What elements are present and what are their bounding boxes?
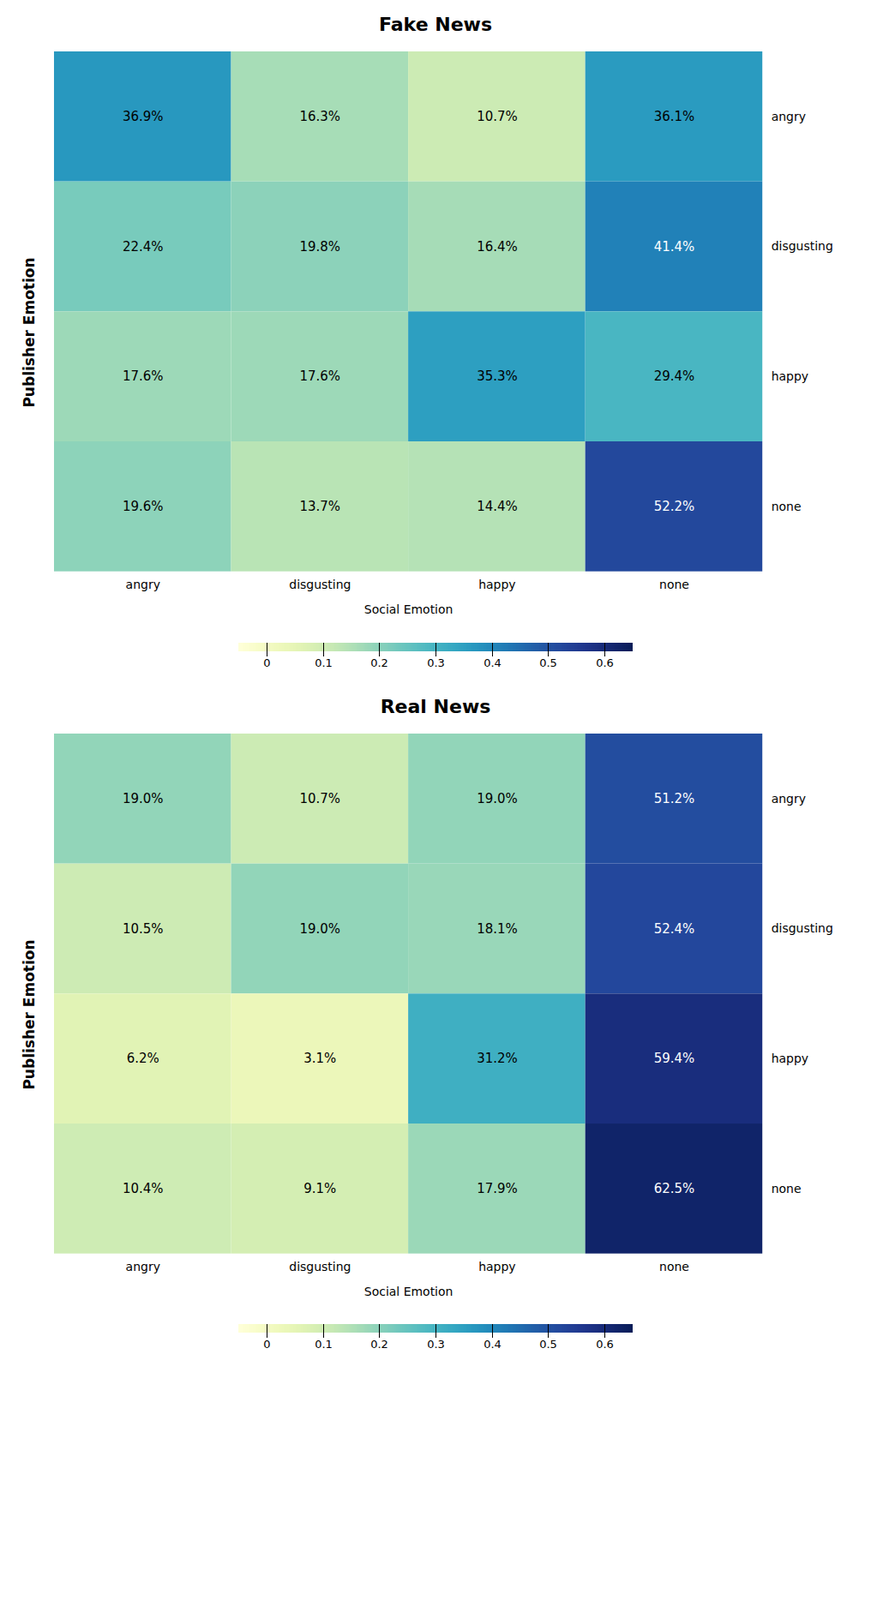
svg-text:36.9%: 36.9% <box>122 108 164 125</box>
svg-text:41.4%: 41.4% <box>654 239 696 255</box>
svg-text:Social Emotion: Social Emotion <box>364 1285 454 1299</box>
svg-text:Social Emotion: Social Emotion <box>364 602 454 617</box>
svg-text:51.2%: 51.2% <box>654 791 696 807</box>
svg-text:happy: happy <box>478 577 516 592</box>
svg-text:31.2%: 31.2% <box>476 1051 518 1067</box>
svg-text:52.4%: 52.4% <box>654 920 696 937</box>
svg-text:19.0%: 19.0% <box>476 791 518 807</box>
svg-text:17.6%: 17.6% <box>122 368 164 385</box>
svg-text:10.7%: 10.7% <box>300 791 342 807</box>
svg-text:18.1%: 18.1% <box>476 920 518 937</box>
svg-text:0.5: 0.5 <box>539 656 558 670</box>
svg-text:3.1%: 3.1% <box>303 1051 337 1067</box>
svg-text:angry: angry <box>126 577 161 592</box>
svg-text:happy: happy <box>478 1260 516 1274</box>
svg-text:13.7%: 13.7% <box>300 498 342 515</box>
svg-text:0.4: 0.4 <box>483 656 502 670</box>
svg-text:0.2: 0.2 <box>370 1338 389 1352</box>
svg-text:none: none <box>771 1181 802 1196</box>
svg-text:0.3: 0.3 <box>426 656 445 670</box>
svg-text:10.5%: 10.5% <box>122 920 164 937</box>
svg-text:10.7%: 10.7% <box>476 108 518 125</box>
svg-text:0: 0 <box>263 656 271 670</box>
svg-text:none: none <box>771 499 802 514</box>
svg-text:none: none <box>659 1260 690 1274</box>
svg-text:0.4: 0.4 <box>483 1338 502 1352</box>
svg-text:happy: happy <box>771 369 809 384</box>
svg-text:35.3%: 35.3% <box>476 368 518 385</box>
svg-text:0.1: 0.1 <box>314 656 333 670</box>
svg-text:disgusting: disgusting <box>771 239 834 253</box>
svg-text:disgusting: disgusting <box>771 921 834 936</box>
svg-text:0.5: 0.5 <box>539 1338 558 1352</box>
html-text:Real News: Real News <box>380 695 491 718</box>
svg-text:0.6: 0.6 <box>595 1338 614 1352</box>
svg-text:6.2%: 6.2% <box>126 1051 160 1067</box>
svg-text:0.1: 0.1 <box>314 1338 333 1352</box>
svg-text:29.4%: 29.4% <box>654 368 696 385</box>
svg-text:17.6%: 17.6% <box>300 368 342 385</box>
svg-text:angry: angry <box>771 109 806 124</box>
html-text:Publisher Emotion: Publisher Emotion <box>20 939 38 1090</box>
svg-text:angry: angry <box>126 1260 161 1274</box>
svg-text:16.4%: 16.4% <box>476 239 518 255</box>
svg-text:17.9%: 17.9% <box>476 1181 518 1197</box>
svg-text:angry: angry <box>771 791 806 805</box>
svg-text:disgusting: disgusting <box>288 1260 351 1274</box>
svg-text:19.6%: 19.6% <box>122 498 164 515</box>
svg-text:9.1%: 9.1% <box>303 1181 337 1197</box>
svg-text:14.4%: 14.4% <box>476 498 518 515</box>
svg-text:0.2: 0.2 <box>370 656 389 670</box>
svg-text:16.3%: 16.3% <box>300 108 342 125</box>
html-text:Publisher Emotion: Publisher Emotion <box>20 257 38 408</box>
svg-text:62.5%: 62.5% <box>654 1181 696 1197</box>
svg-text:disgusting: disgusting <box>288 577 351 592</box>
svg-text:36.1%: 36.1% <box>654 108 696 125</box>
svg-text:19.0%: 19.0% <box>300 920 342 937</box>
svg-text:none: none <box>659 577 690 592</box>
svg-text:10.4%: 10.4% <box>122 1181 164 1197</box>
svg-text:52.2%: 52.2% <box>654 498 696 515</box>
svg-text:59.4%: 59.4% <box>654 1051 696 1067</box>
svg-text:happy: happy <box>771 1051 809 1066</box>
svg-text:0.6: 0.6 <box>595 656 614 670</box>
html-text:Fake News: Fake News <box>378 13 493 36</box>
svg-text:0.3: 0.3 <box>426 1338 445 1352</box>
svg-text:22.4%: 22.4% <box>122 239 164 255</box>
svg-text:0: 0 <box>263 1338 271 1352</box>
svg-text:19.8%: 19.8% <box>300 239 342 255</box>
svg-text:19.0%: 19.0% <box>122 791 164 807</box>
